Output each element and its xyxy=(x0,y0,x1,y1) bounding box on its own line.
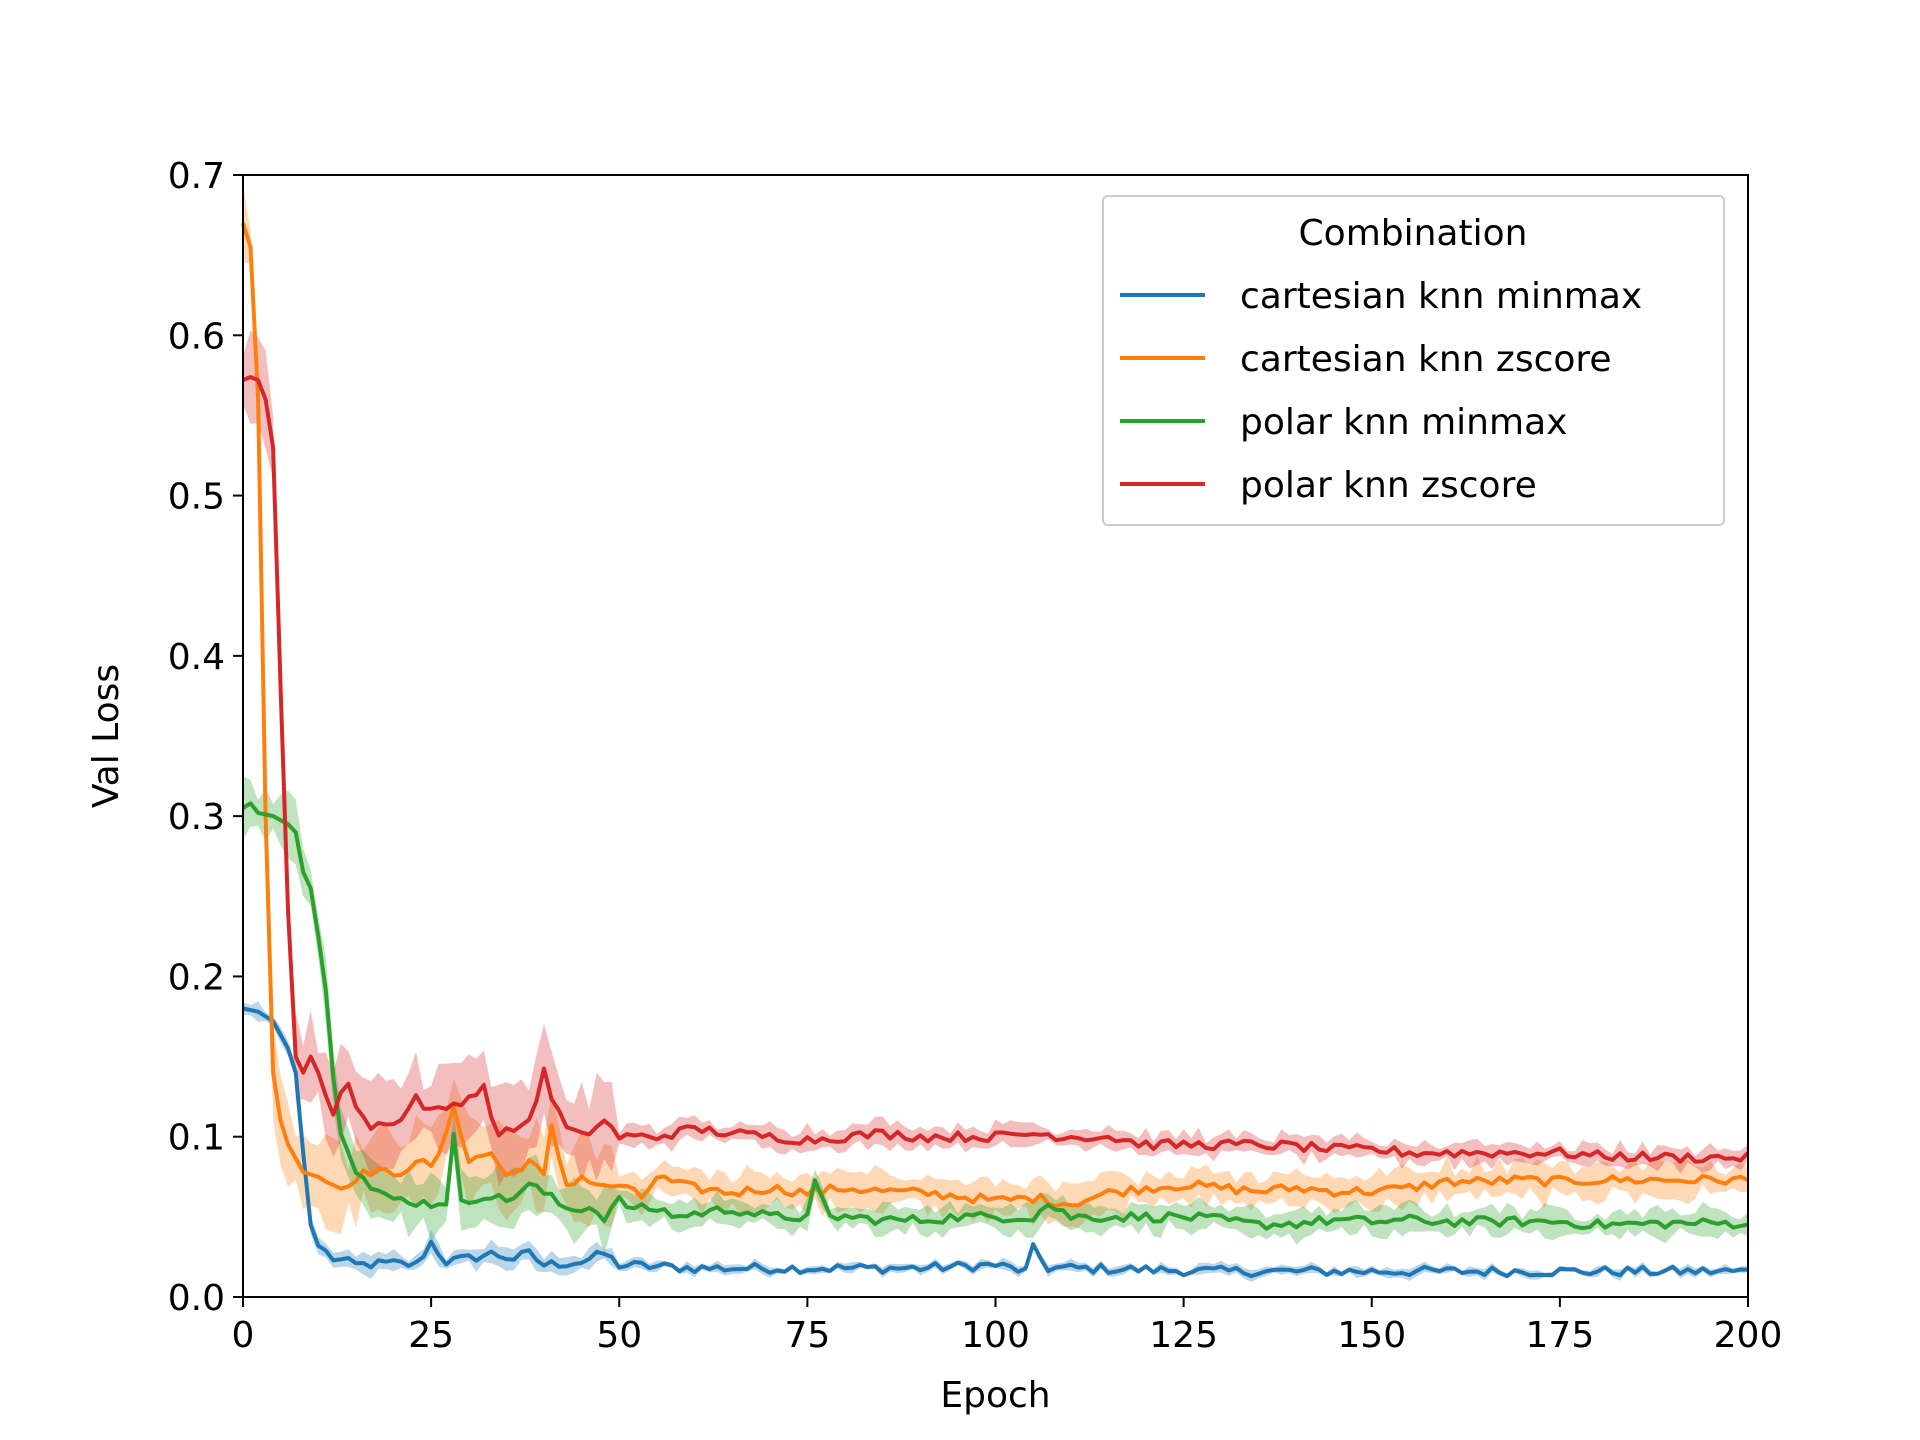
y-tick-label: 0.7 xyxy=(168,156,225,197)
legend-title: Combination xyxy=(1299,213,1528,254)
y-axis-label: Val Loss xyxy=(86,664,127,808)
legend-items: cartesian knn minmax cartesian knn zscore… xyxy=(1120,276,1642,506)
legend-label: polar knn minmax xyxy=(1240,402,1567,443)
y-tick-label: 0.4 xyxy=(168,637,225,678)
series-line xyxy=(242,375,1750,1164)
x-tick-label: 175 xyxy=(1526,1315,1595,1356)
x-tick-label: 0 xyxy=(232,1315,255,1356)
y-tick-label: 0.1 xyxy=(168,1118,225,1159)
series-band xyxy=(243,330,1748,1187)
x-axis-label: Epoch xyxy=(940,1375,1050,1416)
series-band xyxy=(243,776,1748,1256)
series-line xyxy=(241,222,1749,1209)
x-tick-label: 100 xyxy=(961,1315,1030,1356)
x-tick-label: 200 xyxy=(1714,1315,1783,1356)
y-tick-label: 0.5 xyxy=(168,477,225,518)
confidence-bands xyxy=(243,184,1748,1282)
series-line xyxy=(242,1006,1749,1279)
y-tick-label: 0.3 xyxy=(168,797,225,838)
series-line xyxy=(241,801,1749,1231)
legend-label: polar knn zscore xyxy=(1240,465,1537,506)
y-tick-label: 0.6 xyxy=(168,316,225,357)
x-tick-label: 75 xyxy=(784,1315,830,1356)
x-tick-label: 50 xyxy=(596,1315,642,1356)
legend-box xyxy=(1102,195,1725,526)
legend-label: cartesian knn zscore xyxy=(1240,339,1612,380)
legend: Combination cartesian knn minmaxcartesia… xyxy=(1102,195,1725,526)
series-band xyxy=(243,1001,1748,1282)
x-tick-label: 25 xyxy=(408,1315,454,1356)
legend-label: cartesian knn minmax xyxy=(1240,276,1642,317)
x-tick-label: 150 xyxy=(1337,1315,1406,1356)
series-lines xyxy=(241,222,1750,1279)
x-axis: 0 25 50 75 100 125 150 175 200 xyxy=(232,1297,1783,1356)
y-tick-label: 0.2 xyxy=(168,957,225,998)
y-tick-label: 0.0 xyxy=(168,1278,225,1319)
x-tick-label: 125 xyxy=(1149,1315,1218,1356)
y-axis: 0.0 0.1 0.2 0.3 0.4 0.5 0.6 0.7 xyxy=(168,156,243,1319)
